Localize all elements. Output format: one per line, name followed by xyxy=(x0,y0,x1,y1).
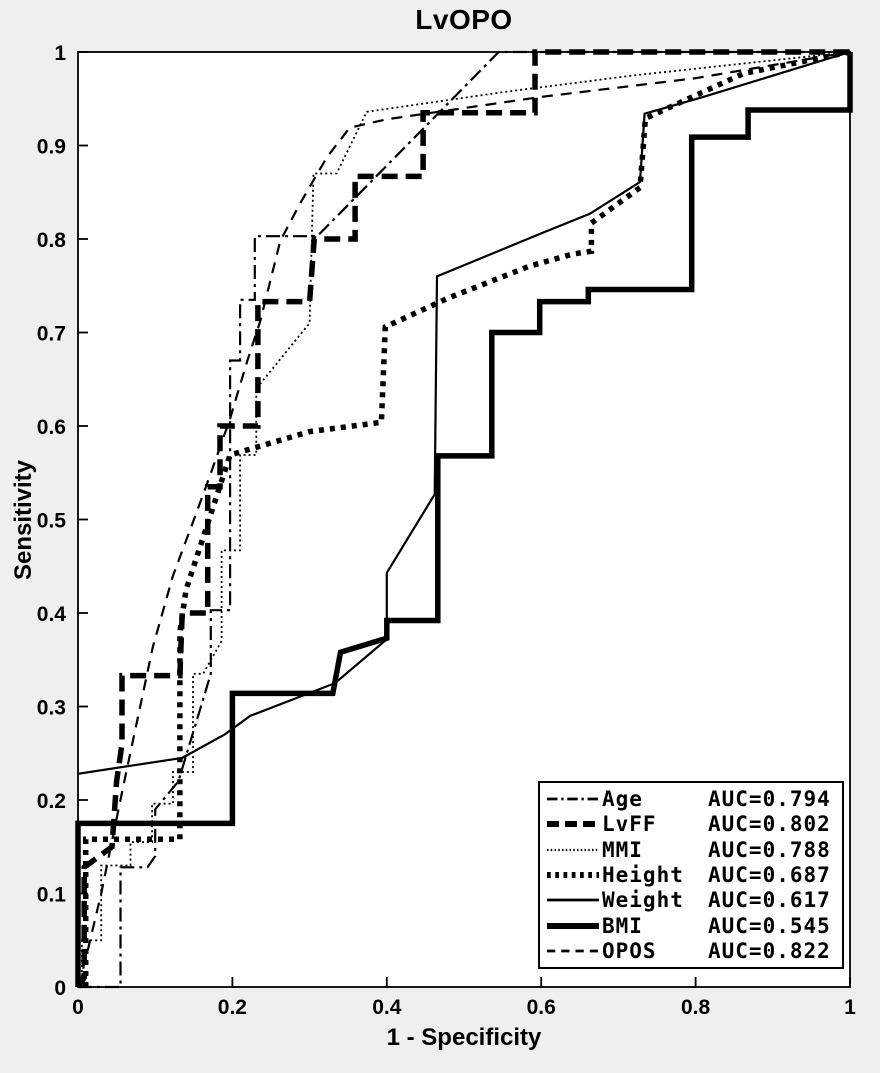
legend-line-sample-mmi xyxy=(547,848,599,851)
legend-item-height: Height AUC=0.687 xyxy=(546,862,837,887)
legend-series-name: Weight xyxy=(602,888,684,913)
y-tick-label: 0.9 xyxy=(37,136,66,159)
x-axis-label: 1 - Specificity xyxy=(386,1024,542,1051)
y-tick-label: 1 xyxy=(54,42,66,65)
y-tick-label: 0.7 xyxy=(37,323,66,346)
legend-item-bmi: BMI AUC=0.545 xyxy=(546,913,837,938)
legend-item-age: Age AUC=0.794 xyxy=(546,786,837,811)
y-tick-label: 0.1 xyxy=(37,884,67,907)
y-axis-label: Sensitivity xyxy=(10,459,37,581)
legend-line-sample-height xyxy=(547,871,599,878)
x-tick-label: 0.2 xyxy=(218,996,247,1019)
legend-auc-value: AUC=0.822 xyxy=(708,939,831,964)
legend-line-sample-age xyxy=(547,797,599,801)
y-tick-label: 0.3 xyxy=(37,697,66,720)
legend-auc-value: AUC=0.545 xyxy=(708,913,831,938)
legend-auc-value: AUC=0.788 xyxy=(708,837,831,862)
x-tick-label: 1 xyxy=(844,996,856,1019)
legend-series-name: OPOS xyxy=(602,939,657,964)
legend-line-sample-weight xyxy=(547,899,599,902)
legend-series-name: Age xyxy=(602,786,643,811)
y-tick-label: 0.6 xyxy=(37,416,66,439)
y-tick-label: 0.8 xyxy=(37,229,67,252)
legend-line-sample-opos xyxy=(547,949,599,953)
y-tick-label: 0.2 xyxy=(37,790,66,813)
legend-item-opos: OPOS AUC=0.822 xyxy=(546,939,837,964)
legend-auc-value: AUC=0.802 xyxy=(708,812,831,837)
legend-item-lvff: LvFF AUC=0.802 xyxy=(546,812,837,837)
legend-series-name: Height xyxy=(602,862,684,887)
x-tick-label: 0.4 xyxy=(372,996,402,1019)
y-tick-label: 0 xyxy=(54,977,66,1000)
chart-title: LvOPO xyxy=(415,4,513,35)
legend-line-sample-lvff xyxy=(547,821,599,828)
legend: Age AUC=0.794 LvFF AUC=0.802 MMI AUC=0.788 Hei… xyxy=(538,781,844,969)
legend-auc-value: AUC=0.687 xyxy=(708,862,831,887)
y-tick-label: 0.4 xyxy=(37,603,67,626)
legend-series-name: LvFF xyxy=(602,812,657,837)
series-line-bmi xyxy=(75,52,853,987)
legend-auc-value: AUC=0.617 xyxy=(708,888,831,913)
y-tick-label: 0.5 xyxy=(37,510,67,533)
series-line-lvff xyxy=(75,49,850,989)
x-tick-label: 0.8 xyxy=(681,996,711,1019)
legend-series-name: BMI xyxy=(602,913,643,938)
series-line-opos xyxy=(76,50,851,988)
legend-auc-value: AUC=0.794 xyxy=(708,786,831,811)
x-tick-label: 0.6 xyxy=(527,996,556,1019)
legend-line-sample-bmi xyxy=(547,922,599,929)
legend-item-mmi: MMI AUC=0.788 xyxy=(546,837,837,862)
x-tick-label: 0 xyxy=(72,996,84,1019)
legend-series-name: MMI xyxy=(602,837,643,862)
legend-item-weight: Weight AUC=0.617 xyxy=(546,888,837,913)
series-line-age xyxy=(78,50,850,989)
